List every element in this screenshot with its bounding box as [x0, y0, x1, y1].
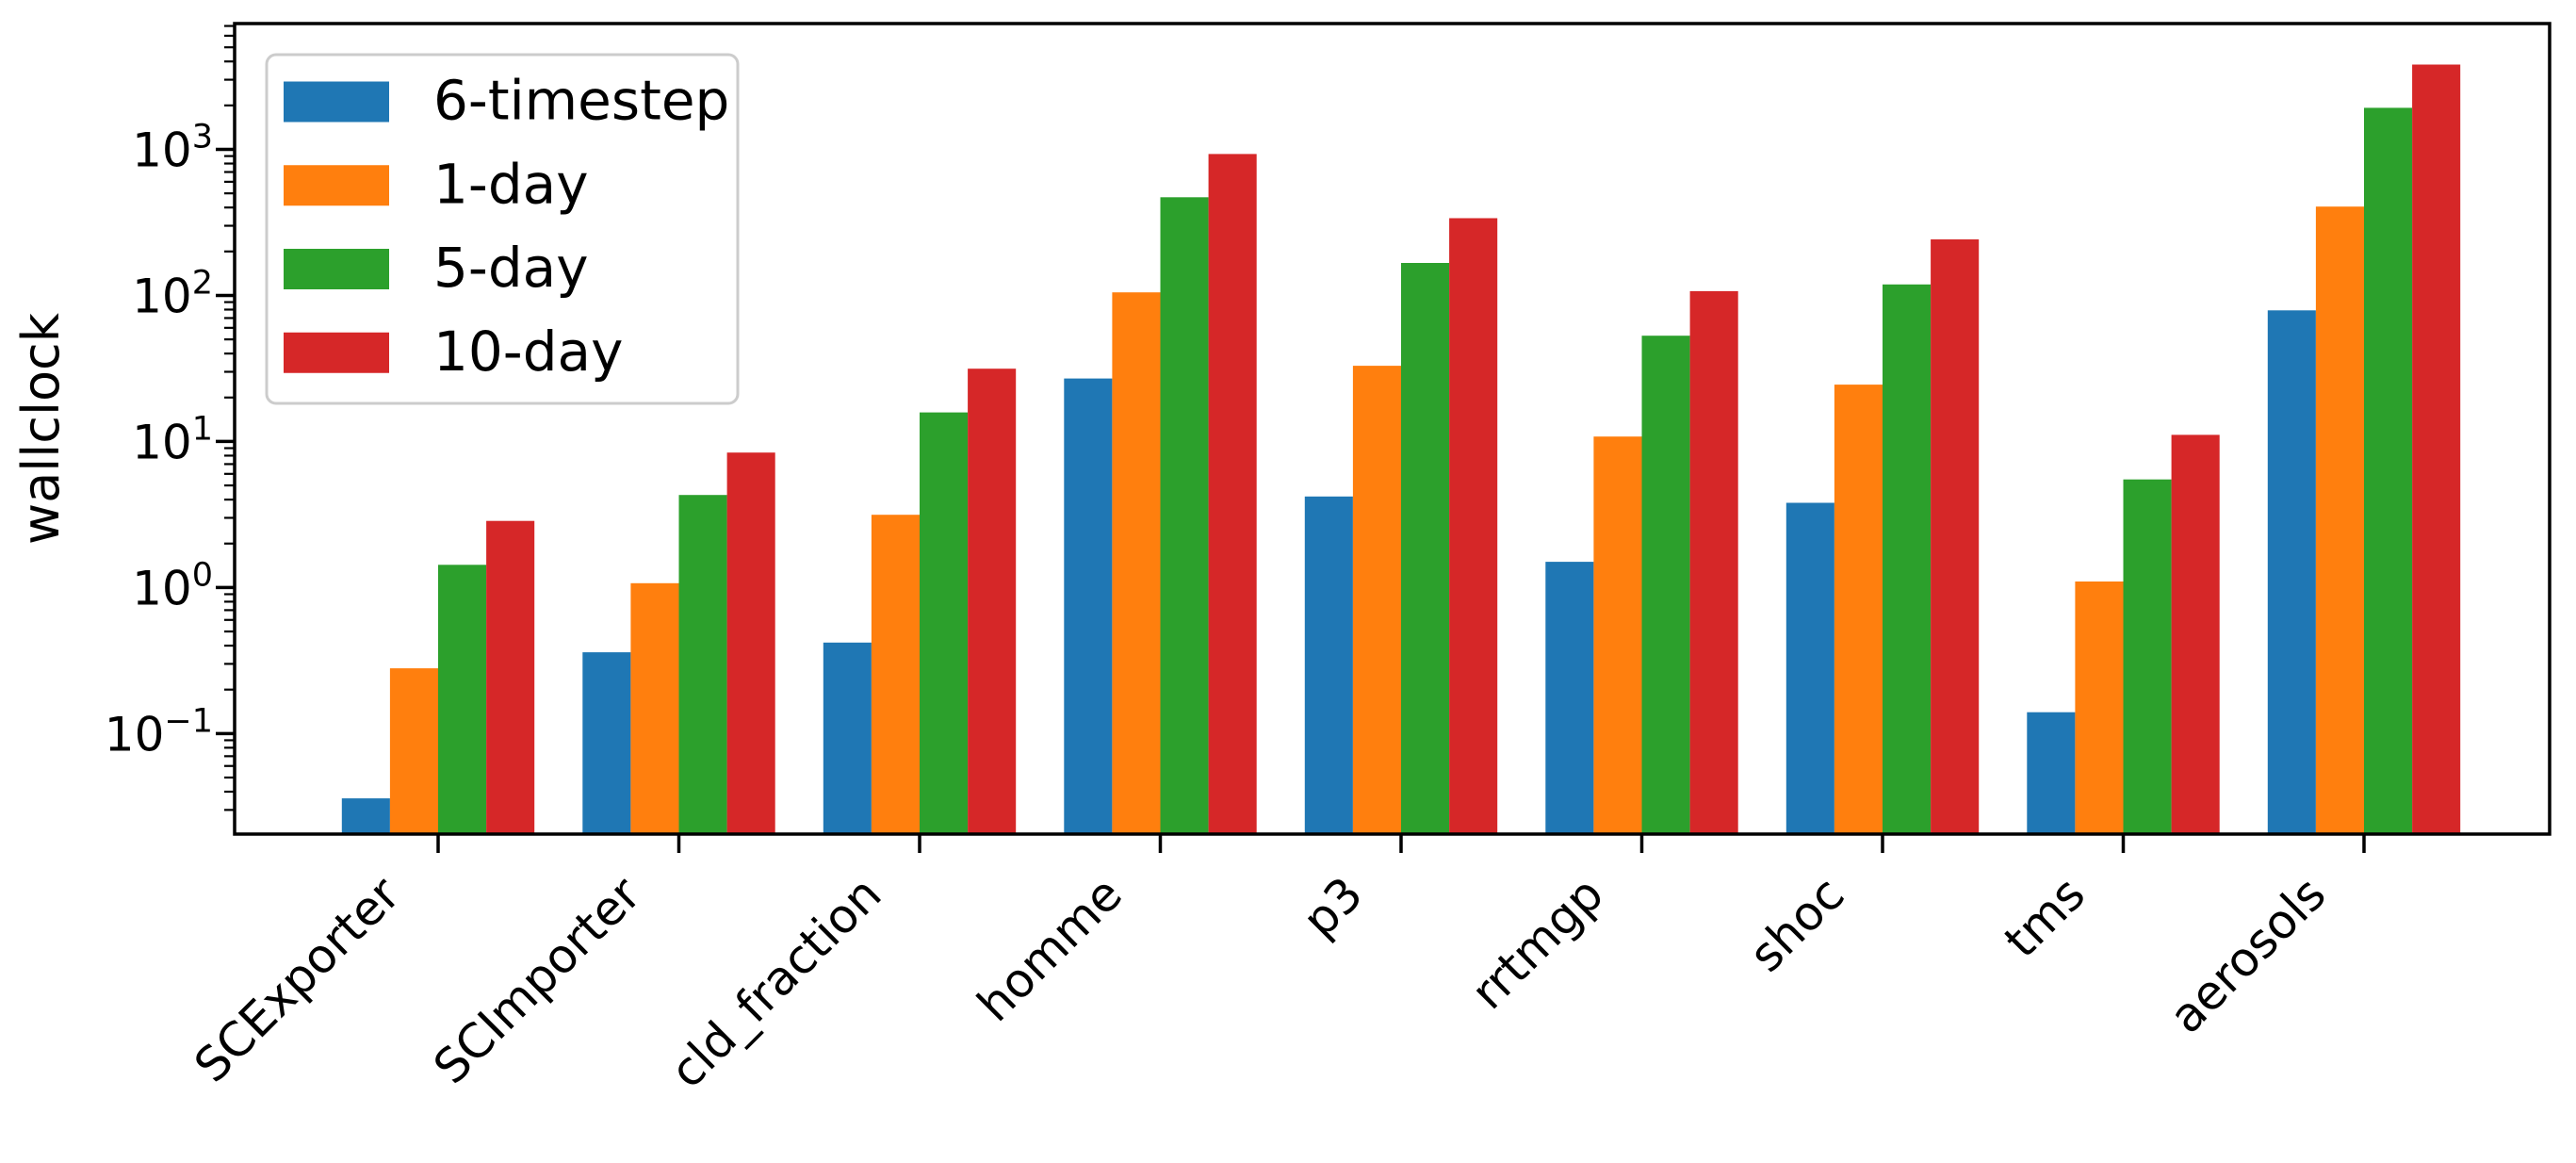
x-tick-label-p3: p3: [1293, 866, 1374, 947]
legend-box: [265, 53, 740, 405]
y-tick-label: 10−1: [105, 702, 213, 762]
bar-homme-1-day: [1112, 292, 1161, 834]
bar-tms-6-timestep: [2027, 712, 2076, 834]
legend-swatch-5-day: [284, 249, 389, 289]
bar-aerosols-6-timestep: [2267, 310, 2316, 834]
bar-rrtmgp-1-day: [1593, 436, 1642, 834]
bar-homme-5-day: [1160, 197, 1209, 835]
bar-shoc-1-day: [1834, 385, 1883, 834]
x-tick-label-rrtmgp: rrtmgp: [1460, 866, 1614, 1020]
bar-cld_fraction-1-day: [871, 515, 920, 834]
legend-label-5-day: 5-day: [433, 236, 589, 300]
bar-tms-10-day: [2171, 434, 2220, 834]
bar-SCImporter-10-day: [726, 452, 775, 834]
bar-p3-6-timestep: [1304, 496, 1353, 834]
legend: 6-timestep 1-day 5-day 10-day: [265, 53, 740, 405]
bar-p3-5-day: [1401, 263, 1450, 834]
x-tick-label-homme: homme: [967, 866, 1133, 1032]
legend-swatch-10-day: [284, 332, 389, 373]
legend-label-10-day: 10-day: [433, 319, 623, 384]
bars: [341, 64, 2461, 835]
y-tick-label: 102: [132, 264, 213, 323]
y-axis-ticks: 10−1 100 101 102 103: [105, 25, 235, 811]
bar-tms-1-day: [2075, 582, 2124, 834]
bar-shoc-5-day: [1883, 284, 1932, 834]
legend-swatch-1-day: [284, 165, 389, 206]
bar-SCExporter-1-day: [389, 668, 438, 834]
x-tick-label-SCImporter: SCImporter: [423, 866, 651, 1094]
bar-homme-6-timestep: [1064, 378, 1113, 834]
bar-aerosols-10-day: [2412, 64, 2461, 834]
x-tick-label-cld_fraction: cld_fraction: [660, 866, 891, 1098]
x-tick-label-aerosols: aerosols: [2159, 866, 2336, 1043]
bar-p3-1-day: [1352, 366, 1401, 834]
y-axis-label: wallclock: [11, 312, 71, 545]
axes-spines: [233, 22, 2552, 836]
bar-cld_fraction-5-day: [920, 412, 969, 834]
bar-SCExporter-10-day: [486, 520, 535, 834]
y-tick-label: 100: [132, 556, 213, 615]
bar-p3-10-day: [1449, 218, 1498, 834]
x-tick-label-tms: tms: [1994, 866, 2095, 968]
x-axis-ticks: SCExporter SCImporter cld_fraction homme p3 r…: [184, 834, 2366, 1099]
bar-SCImporter-6-timestep: [582, 652, 631, 834]
bar-cld_fraction-6-timestep: [823, 642, 872, 834]
legend-label-6-timestep: 6-timestep: [433, 69, 729, 133]
bar-cld_fraction-10-day: [968, 369, 1017, 834]
bar-shoc-10-day: [1931, 239, 1980, 834]
x-tick-label-shoc: shoc: [1739, 866, 1855, 982]
bar-aerosols-5-day: [2364, 107, 2413, 834]
x-tick-label-SCExporter: SCExporter: [184, 866, 410, 1092]
bar-rrtmgp-6-timestep: [1545, 562, 1594, 834]
axes-frame: [233, 22, 2552, 836]
y-tick-label: 101: [132, 410, 213, 469]
bar-SCExporter-5-day: [438, 565, 487, 834]
bar-SCImporter-1-day: [630, 582, 679, 834]
legend-swatch-6-timestep: [284, 81, 389, 123]
bar-rrtmgp-10-day: [1689, 290, 1738, 834]
legend-label-1-day: 1-day: [433, 152, 589, 216]
bar-homme-10-day: [1208, 154, 1257, 834]
bar-tms-5-day: [2123, 479, 2172, 834]
bar-SCImporter-5-day: [678, 495, 727, 834]
y-tick-label: 103: [132, 119, 213, 178]
bar-SCExporter-6-timestep: [341, 798, 390, 834]
bar-aerosols-1-day: [2315, 206, 2364, 834]
bar-rrtmgp-5-day: [1641, 336, 1690, 834]
bar-shoc-6-timestep: [1785, 502, 1834, 834]
